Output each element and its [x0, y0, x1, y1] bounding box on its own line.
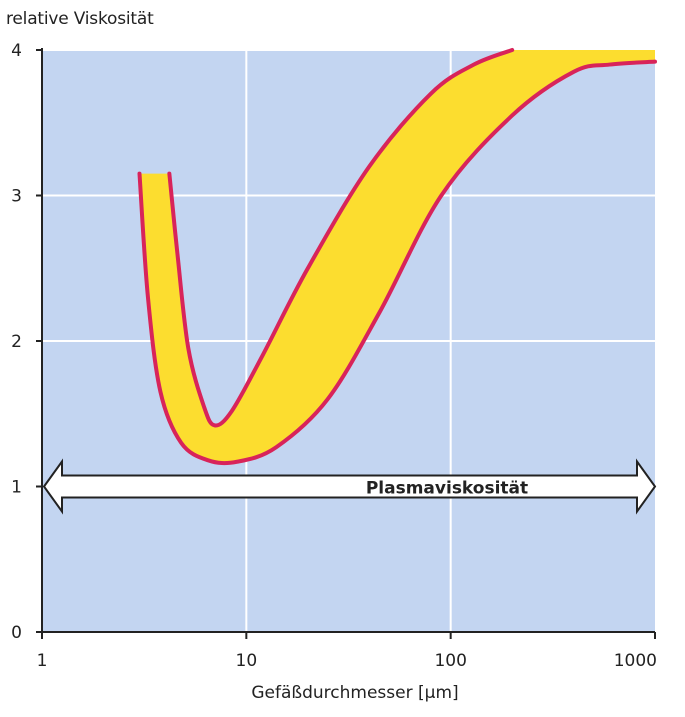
y-tick-label: 1	[11, 478, 22, 498]
viscosity-band	[137, 48, 657, 466]
band-upper-edge	[167, 48, 515, 428]
x-axis-title: Gefäßdurchmesser [µm]	[251, 683, 459, 703]
plasma-label: Plasmaviskosität	[366, 479, 528, 499]
x-tick-label: 1000	[614, 651, 657, 671]
band-lower-edge	[137, 59, 657, 466]
y-tick-label: 3	[11, 187, 22, 207]
x-tick-label: 100	[434, 651, 466, 671]
y-tick-label: 4	[11, 41, 22, 61]
x-tick-label: 10	[236, 651, 258, 671]
plasma-arrow-shape	[42, 458, 657, 515]
y-axis-title: relative Viskosität	[6, 9, 154, 29]
band-fill	[139, 50, 656, 464]
plasma-viscosity-arrow: Plasmaviskosität	[42, 458, 657, 515]
x-tick-label: 1	[37, 651, 48, 671]
y-tick-label: 0	[11, 623, 22, 643]
y-tick-label: 2	[11, 332, 22, 352]
